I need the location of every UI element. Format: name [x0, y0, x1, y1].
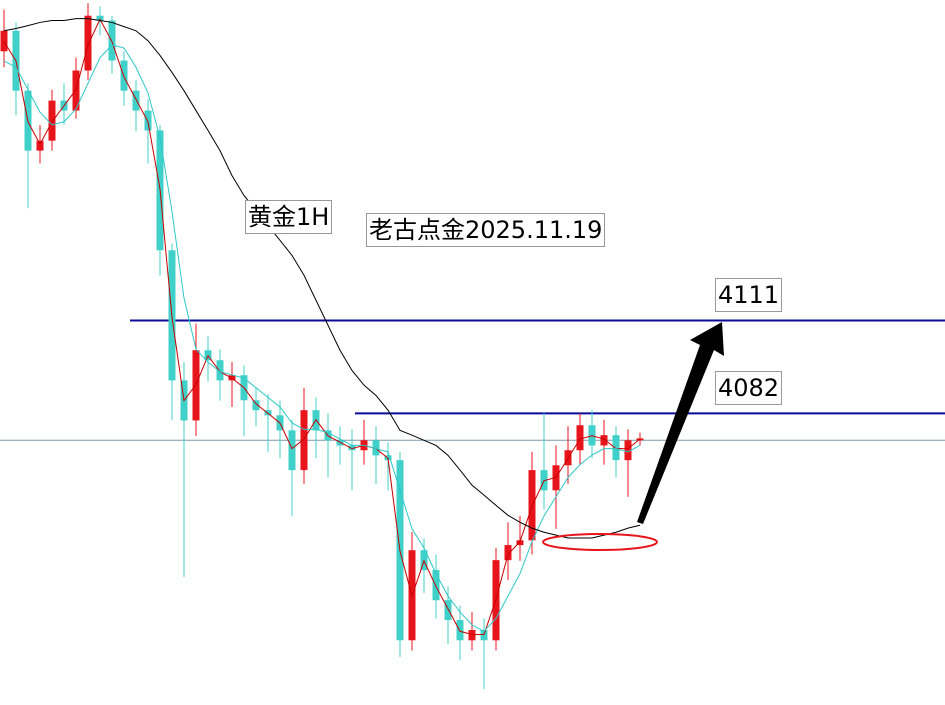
- candle-body: [456, 620, 464, 641]
- level-label: 4082: [715, 371, 783, 406]
- arrow: [637, 322, 724, 524]
- candle-body: [84, 15, 92, 71]
- moving-average-line: [3, 44, 641, 632]
- candle-body: [432, 570, 440, 601]
- candle-body: [480, 630, 488, 641]
- candle-body: [516, 540, 524, 546]
- level-label: 4111: [715, 278, 783, 313]
- candle-body: [348, 445, 356, 451]
- chart-subtitle: 老古点金2025.11.19: [366, 213, 606, 247]
- highlight-ellipse: [542, 533, 658, 551]
- candle-body: [288, 430, 296, 471]
- candle-body: [372, 440, 380, 456]
- moving-average-line: [3, 18, 641, 635]
- candle-body: [264, 410, 272, 416]
- candle-body: [0, 30, 8, 52]
- candle-body: [96, 15, 104, 21]
- candle-body: [612, 435, 620, 461]
- candle-body: [48, 100, 56, 141]
- candle-body: [36, 140, 44, 151]
- candle-body: [132, 90, 140, 111]
- candle-body: [444, 600, 452, 621]
- candle-body: [600, 435, 608, 446]
- candle-body: [252, 400, 260, 411]
- candle-body: [624, 440, 632, 461]
- candle-body: [216, 360, 224, 381]
- candle-body: [468, 630, 476, 641]
- candle-body: [144, 110, 152, 131]
- candle-body: [300, 410, 308, 471]
- candle-body: [504, 545, 512, 561]
- moving-average-line: [3, 18, 641, 539]
- chart-title: 黄金1H: [245, 200, 333, 234]
- candle-body: [336, 440, 344, 446]
- candle-body: [108, 20, 116, 61]
- candle-body: [576, 425, 584, 451]
